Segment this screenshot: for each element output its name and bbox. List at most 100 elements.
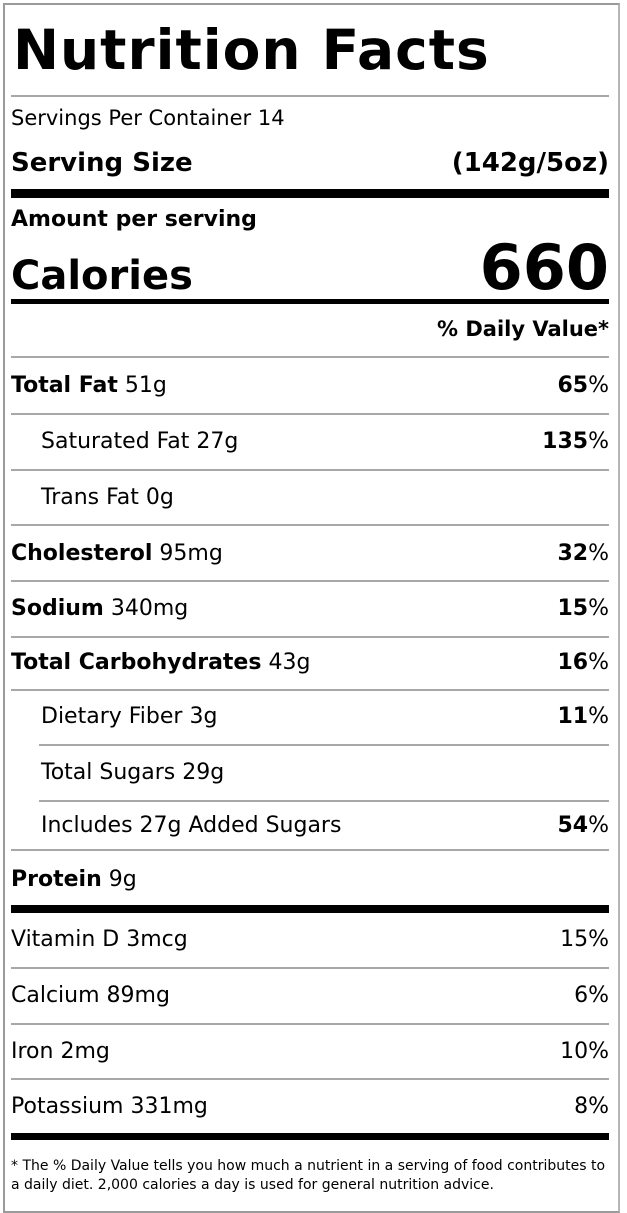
vitamin-label: Vitamin D xyxy=(11,927,120,952)
nutrient-amount: 9g xyxy=(108,867,137,892)
nutrient-name: Trans Fat 0g xyxy=(41,485,174,510)
vitamin-row: Potassium 331mg 8% xyxy=(11,1094,609,1119)
nutrient-name: Total Fat 51g xyxy=(11,373,167,398)
label-title: Nutrition Facts xyxy=(13,18,490,82)
daily-value-number: 135 xyxy=(542,429,589,454)
nutrient-label: Includes 27g Added Sugars xyxy=(41,813,342,838)
nutrient-name: Total Sugars 29g xyxy=(41,760,224,785)
vitamin-label: Calcium xyxy=(11,983,100,1008)
nutrient-label: Total Carbohydrates xyxy=(11,650,262,675)
vitamin-name: Iron 2mg xyxy=(11,1039,110,1064)
divider xyxy=(11,580,609,582)
nutrient-daily-value: 135% xyxy=(542,429,609,454)
nutrient-label: Sodium xyxy=(11,596,104,621)
nutrient-daily-value: 65% xyxy=(557,373,609,398)
daily-value-footnote: * The % Daily Value tells you how much a… xyxy=(11,1158,606,1193)
nutrient-label: Trans Fat xyxy=(41,485,139,510)
nutrient-amount: 3g xyxy=(189,704,218,729)
daily-value-number: 15 xyxy=(557,596,589,621)
divider xyxy=(11,849,609,851)
vitamin-daily-value: 10% xyxy=(560,1039,609,1064)
nutrient-amount: 0g xyxy=(145,485,174,510)
divider xyxy=(11,967,609,969)
vitamin-name: Calcium 89mg xyxy=(11,983,170,1008)
nutrient-name: Dietary Fiber 3g xyxy=(41,704,217,729)
serving-size-label: Serving Size xyxy=(11,148,193,178)
vitamin-amount: 331mg xyxy=(130,1094,208,1119)
nutrient-label: Total Fat xyxy=(11,373,118,398)
nutrient-amount: 340mg xyxy=(110,596,189,621)
daily-value-number: 32 xyxy=(557,541,589,566)
vitamin-row: Calcium 89mg 6% xyxy=(11,983,609,1008)
nutrient-row: Trans Fat 0g xyxy=(11,485,609,510)
divider xyxy=(11,524,609,526)
vitamin-daily-value: 6% xyxy=(574,983,609,1008)
nutrient-daily-value: 16% xyxy=(557,650,609,675)
nutrient-row: Protein 9g xyxy=(11,867,609,892)
daily-value-number: 16 xyxy=(557,650,589,675)
divider xyxy=(11,95,609,97)
nutrient-label: Total Sugars xyxy=(41,760,176,785)
nutrient-row: Saturated Fat 27g 135% xyxy=(11,429,609,454)
nutrient-row: Total Fat 51g 65% xyxy=(11,373,609,398)
divider xyxy=(11,1023,609,1025)
nutrition-facts-label: Nutrition Facts Servings Per Container 1… xyxy=(3,3,620,1213)
amount-per-serving: Amount per serving xyxy=(11,207,257,232)
medium-divider xyxy=(11,299,609,304)
vitamin-amount: 89mg xyxy=(106,983,170,1008)
vitamin-amount: 3mcg xyxy=(126,927,188,952)
nutrient-name: Sodium 340mg xyxy=(11,596,188,621)
nutrient-label: Cholesterol xyxy=(11,541,153,566)
vitamin-name: Vitamin D 3mcg xyxy=(11,927,188,952)
nutrient-row: Total Sugars 29g xyxy=(11,760,609,785)
calories-label: Calories xyxy=(11,253,193,299)
divider xyxy=(11,356,609,358)
nutrient-name: Cholesterol 95mg xyxy=(11,541,223,566)
vitamin-daily-value: 15% xyxy=(560,927,609,952)
thick-divider xyxy=(11,1133,609,1140)
daily-value-number: 54 xyxy=(557,813,589,838)
divider xyxy=(11,636,609,638)
nutrient-daily-value: 11% xyxy=(557,704,609,729)
daily-value-header: % Daily Value* xyxy=(437,317,609,341)
nutrient-row: Includes 27g Added Sugars 54% xyxy=(11,813,609,838)
nutrient-daily-value: 32% xyxy=(557,541,609,566)
vitamin-daily-value: 8% xyxy=(574,1094,609,1119)
vitamin-amount: 2mg xyxy=(60,1039,110,1064)
nutrient-row: Dietary Fiber 3g 11% xyxy=(11,704,609,729)
nutrient-label: Dietary Fiber xyxy=(41,704,183,729)
nutrient-amount: 95mg xyxy=(159,541,223,566)
calories-row: Calories 660 xyxy=(11,231,609,304)
vitamin-label: Iron xyxy=(11,1039,54,1064)
divider xyxy=(11,689,609,691)
nutrient-daily-value: 54% xyxy=(557,813,609,838)
nutrient-row: Cholesterol 95mg 32% xyxy=(11,541,609,566)
nutrient-label: Protein xyxy=(11,867,102,892)
nutrient-amount: 43g xyxy=(268,650,311,675)
nutrient-name: Includes 27g Added Sugars xyxy=(41,813,341,838)
vitamin-row: Iron 2mg 10% xyxy=(11,1039,609,1064)
serving-size-value: (142g/5oz) xyxy=(451,148,609,178)
nutrient-name: Saturated Fat 27g xyxy=(41,429,238,454)
vitamin-name: Potassium 331mg xyxy=(11,1094,208,1119)
nutrient-name: Total Carbohydrates 43g xyxy=(11,650,310,675)
nutrient-amount: 29g xyxy=(182,760,225,785)
daily-value-number: 65 xyxy=(557,373,589,398)
nutrient-daily-value: 15% xyxy=(557,596,609,621)
vitamin-row: Vitamin D 3mcg 15% xyxy=(11,927,609,952)
nutrient-label: Saturated Fat xyxy=(41,429,190,454)
nutrient-row: Sodium 340mg 15% xyxy=(11,596,609,621)
divider xyxy=(11,1078,609,1080)
daily-value-number: 11 xyxy=(557,704,589,729)
calories-value: 660 xyxy=(479,231,609,304)
nutrient-row: Total Carbohydrates 43g 16% xyxy=(11,650,609,675)
divider xyxy=(11,469,609,471)
nutrient-amount: 27g xyxy=(196,429,239,454)
thick-divider xyxy=(11,189,609,198)
servings-per-container: Servings Per Container 14 xyxy=(11,106,285,130)
serving-size-row: Serving Size (142g/5oz) xyxy=(11,148,609,178)
divider xyxy=(11,413,609,415)
divider xyxy=(39,744,609,746)
nutrient-name: Protein 9g xyxy=(11,867,137,892)
nutrient-amount: 51g xyxy=(124,373,167,398)
